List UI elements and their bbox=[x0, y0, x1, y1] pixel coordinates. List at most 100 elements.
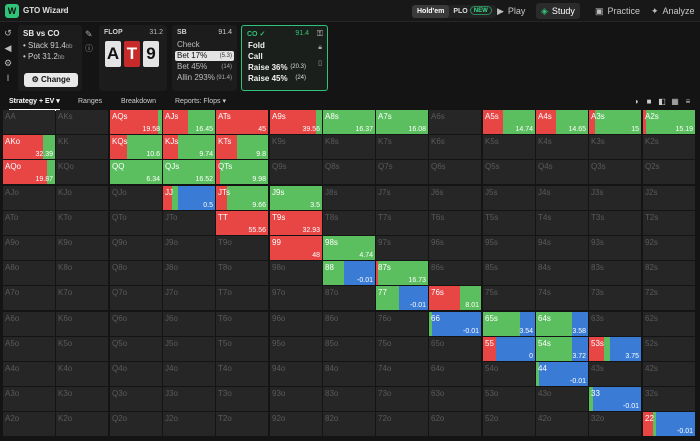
hand-cell[interactable]: 66 -0.01 bbox=[429, 312, 481, 336]
hand-cell[interactable]: AKo 32.39 bbox=[3, 135, 55, 159]
hand-cell[interactable]: 98o bbox=[270, 261, 322, 285]
hand-cell[interactable]: 93s bbox=[589, 236, 641, 260]
hand-cell[interactable]: 54o bbox=[483, 362, 535, 386]
hand-cell[interactable]: 92o bbox=[270, 412, 322, 436]
hand-cell[interactable]: AA bbox=[3, 110, 55, 134]
hand-cell[interactable]: 82o bbox=[323, 412, 375, 436]
hand-cell[interactable]: Q7o bbox=[110, 286, 162, 310]
hand-cell[interactable]: 94o bbox=[270, 362, 322, 386]
hand-cell[interactable]: 98s 4.74 bbox=[323, 236, 375, 260]
lock-icon[interactable]: 🔒︎ bbox=[318, 44, 322, 51]
hand-cell[interactable]: A8o bbox=[3, 261, 55, 285]
split-view-icon[interactable]: ◧ bbox=[658, 97, 666, 106]
hand-cell[interactable]: KJs 9.74 bbox=[163, 135, 215, 159]
hand-cell[interactable]: 76o bbox=[376, 312, 428, 336]
hand-cell[interactable]: A9s 39.56 bbox=[270, 110, 322, 134]
nav-analyze[interactable]: ✦ Analyze bbox=[646, 3, 700, 19]
tab-reports-flops[interactable]: Reports: Flops ▾ bbox=[175, 95, 226, 109]
hand-cell[interactable]: Q6s bbox=[429, 160, 481, 184]
hand-cell[interactable]: Q7s bbox=[376, 160, 428, 184]
key-icon[interactable]: ⚿ bbox=[316, 29, 323, 38]
hand-cell[interactable]: JTo bbox=[163, 211, 215, 235]
hand-cell[interactable]: Q6o bbox=[110, 312, 162, 336]
hand-cell[interactable]: J3s bbox=[589, 186, 641, 210]
holdem-toggle-button[interactable]: Hold'em bbox=[412, 5, 450, 18]
hand-cell[interactable]: T4s bbox=[536, 211, 588, 235]
hand-cell[interactable]: T8o bbox=[216, 261, 268, 285]
hand-cell[interactable]: 72s bbox=[643, 286, 695, 310]
hand-cell[interactable]: TT 55.56 bbox=[216, 211, 268, 235]
hand-cell[interactable]: 52o bbox=[483, 412, 535, 436]
co-action-call[interactable]: Call bbox=[248, 51, 306, 62]
hand-cell[interactable]: 84s bbox=[536, 261, 588, 285]
hand-cell[interactable]: 62o bbox=[429, 412, 481, 436]
hand-cell[interactable]: Q9s bbox=[270, 160, 322, 184]
hand-cell[interactable]: K9o bbox=[56, 236, 108, 260]
hand-cell[interactable]: 73o bbox=[376, 387, 428, 411]
hand-cell[interactable]: KTs 9.8 bbox=[216, 135, 268, 159]
hand-cell[interactable]: Q3s bbox=[589, 160, 641, 184]
hand-cell[interactable]: 33 -0.01 bbox=[589, 387, 641, 411]
hand-cell[interactable]: 99 48 bbox=[270, 236, 322, 260]
nav-practice[interactable]: ▣ Practice bbox=[590, 3, 645, 19]
tab-breakdown[interactable]: Breakdown bbox=[121, 98, 157, 105]
sb-action-bet-17[interactable]: Bet 17% (5.3) bbox=[175, 51, 234, 61]
hand-cell[interactable]: 83o bbox=[323, 387, 375, 411]
hand-cell[interactable]: T5o bbox=[216, 337, 268, 361]
co-action-fold[interactable]: Fold bbox=[248, 40, 306, 51]
hand-cell[interactable]: A2o bbox=[3, 412, 55, 436]
hand-cell[interactable]: Q2o bbox=[110, 412, 162, 436]
hand-cell[interactable]: 96o bbox=[270, 312, 322, 336]
hand-cell[interactable]: K9s bbox=[270, 135, 322, 159]
hand-cell[interactable]: J6s bbox=[429, 186, 481, 210]
hand-cell[interactable]: 86o bbox=[323, 312, 375, 336]
hand-cell[interactable]: J2s bbox=[643, 186, 695, 210]
hand-cell[interactable]: T7s bbox=[376, 211, 428, 235]
nav-study[interactable]: ◈ Study bbox=[536, 3, 580, 19]
hand-cell[interactable]: JTs 9.66 bbox=[216, 186, 268, 210]
flop-panel[interactable]: FLOP 31.2 A T 9 bbox=[99, 25, 167, 91]
hand-cell[interactable]: 43s bbox=[589, 362, 641, 386]
hand-cell[interactable]: KQs 10.6 bbox=[110, 135, 162, 159]
hand-cell[interactable]: A3s 15 bbox=[589, 110, 641, 134]
hand-cell[interactable]: J5s bbox=[483, 186, 535, 210]
hand-cell[interactable]: K4s bbox=[536, 135, 588, 159]
hand-cell[interactable]: A4o bbox=[3, 362, 55, 386]
hand-cell[interactable]: J8s bbox=[323, 186, 375, 210]
edit-icon[interactable]: ✎ bbox=[85, 29, 93, 39]
hand-cell[interactable]: 55 0 bbox=[483, 337, 535, 361]
square-view-icon[interactable]: ■ bbox=[646, 97, 652, 106]
hand-cell[interactable]: T9o bbox=[216, 236, 268, 260]
hand-cell[interactable]: A7o bbox=[3, 286, 55, 310]
hand-cell[interactable]: J9o bbox=[163, 236, 215, 260]
info-icon[interactable]: ⓘ bbox=[85, 44, 93, 53]
hand-cell[interactable]: KK bbox=[56, 135, 108, 159]
hand-cell[interactable]: A7s 16.08 bbox=[376, 110, 428, 134]
hand-cell[interactable]: A8s 16.37 bbox=[323, 110, 375, 134]
hand-cell[interactable]: 43o bbox=[536, 387, 588, 411]
hand-cell[interactable]: ATo bbox=[3, 211, 55, 235]
hand-cell[interactable]: 92s bbox=[643, 236, 695, 260]
hand-cell[interactable]: 95o bbox=[270, 337, 322, 361]
hand-cell[interactable]: 65s 3.54 bbox=[483, 312, 535, 336]
hand-cell[interactable]: A2s 15.19 bbox=[643, 110, 695, 134]
co-action-raise-45[interactable]: Raise 45% (24) bbox=[248, 73, 306, 84]
hand-cell[interactable]: 96s bbox=[429, 236, 481, 260]
hand-cell[interactable]: J2o bbox=[163, 412, 215, 436]
hand-cell[interactable]: 54s 3.72 bbox=[536, 337, 588, 361]
hand-cell[interactable]: 53o bbox=[483, 387, 535, 411]
hand-cell[interactable]: Q8o bbox=[110, 261, 162, 285]
hand-cell[interactable]: 97o bbox=[270, 286, 322, 310]
co-action-raise-36[interactable]: Raise 36% (20.3) bbox=[248, 62, 306, 73]
hand-cell[interactable]: T5s bbox=[483, 211, 535, 235]
hand-cell[interactable]: 62s bbox=[643, 312, 695, 336]
hand-cell[interactable]: QQ 6.34 bbox=[110, 160, 162, 184]
hand-cell[interactable]: 63o bbox=[429, 387, 481, 411]
hand-cell[interactable]: 82s bbox=[643, 261, 695, 285]
hand-cell[interactable]: K6o bbox=[56, 312, 108, 336]
hand-cell[interactable]: Q9o bbox=[110, 236, 162, 260]
hand-cell[interactable]: 88 -0.01 bbox=[323, 261, 375, 285]
hand-cell[interactable]: 42s bbox=[643, 362, 695, 386]
grid-view-icon[interactable]: ▦ bbox=[671, 97, 679, 106]
hand-cell[interactable]: 44 -0.01 bbox=[536, 362, 588, 386]
